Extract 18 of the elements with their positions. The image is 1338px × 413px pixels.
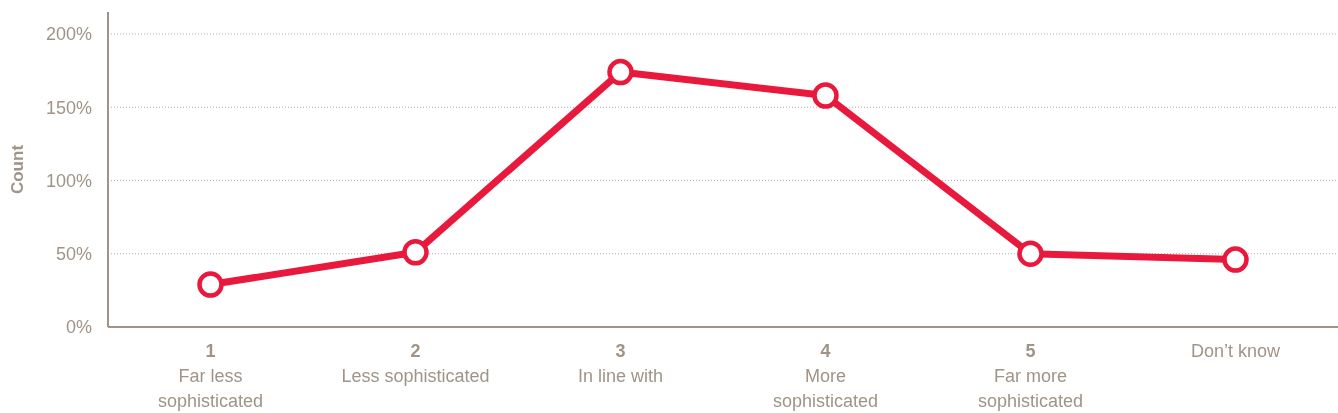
x-tick-label: 3 In line with	[577, 341, 664, 386]
point	[402, 239, 429, 266]
y-tick-label: 50%	[55, 244, 92, 265]
y-axis-title: Count	[8, 144, 27, 195]
y-tick-label: 100%	[45, 170, 92, 191]
point	[812, 82, 839, 109]
x-tick-label: 1 Far less sophisticated	[157, 341, 264, 411]
point	[1222, 246, 1249, 273]
y-tick-label: 150%	[45, 97, 92, 118]
point	[1017, 240, 1044, 267]
y-tick-label: 200%	[45, 24, 92, 45]
x-tick-label: Don’t know	[1190, 341, 1282, 361]
x-tick-label: 2 Less sophisticated	[341, 341, 490, 386]
x-tick-label: 4 More sophisticated	[772, 341, 879, 411]
y-tick-label: 0%	[65, 317, 92, 338]
x-tick-label: 5 Far more sophisticated	[977, 341, 1084, 411]
point	[607, 58, 634, 86]
point	[197, 271, 224, 298]
